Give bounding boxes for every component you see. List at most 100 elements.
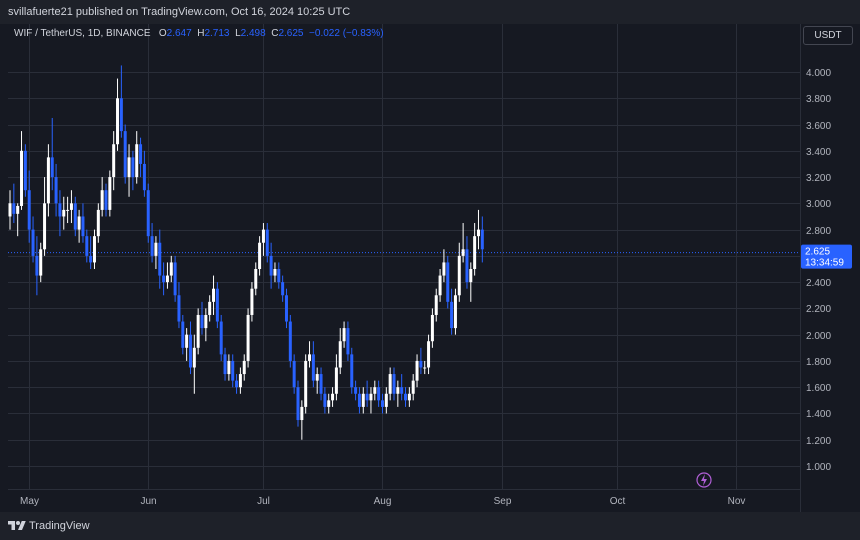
candle-body — [438, 275, 442, 296]
candle — [196, 308, 200, 355]
candle — [315, 367, 319, 394]
candle-body — [246, 314, 250, 361]
footer-brand[interactable]: TradingView — [29, 520, 90, 532]
candle — [223, 347, 227, 381]
candle-body — [139, 144, 143, 164]
low-label: L — [235, 28, 241, 39]
candle-body — [173, 262, 177, 296]
candle — [112, 131, 116, 191]
candle-body — [165, 275, 169, 283]
candle-body — [396, 387, 400, 394]
candle-body — [100, 190, 104, 210]
candle — [396, 380, 400, 407]
candle-body — [357, 393, 361, 407]
low-value: 2.498 — [240, 28, 266, 39]
candle — [162, 262, 166, 296]
candle-body — [323, 393, 327, 407]
candle-body — [331, 393, 335, 401]
tradingview-logo-icon[interactable] — [8, 519, 26, 533]
close-label: C — [271, 28, 279, 39]
candle — [62, 196, 66, 230]
candle-body — [235, 380, 239, 388]
open-value: 2.647 — [166, 28, 192, 39]
candle-body — [135, 144, 139, 178]
candle-body — [46, 157, 50, 204]
candle-body — [43, 203, 47, 250]
candle — [39, 242, 43, 283]
candle-body — [212, 288, 216, 302]
candle — [8, 190, 12, 230]
candle-body — [388, 374, 392, 394]
candle — [81, 203, 85, 243]
candle — [284, 288, 288, 329]
candle — [215, 282, 219, 329]
high-label: H — [197, 28, 205, 39]
candle — [150, 223, 154, 263]
lightning-icon[interactable] — [696, 472, 712, 488]
candle-body — [465, 249, 469, 283]
candle-body — [369, 393, 373, 401]
candle-body — [177, 295, 181, 322]
candle — [346, 321, 350, 361]
candle — [219, 314, 223, 361]
candle-body — [231, 360, 235, 381]
candle — [480, 216, 484, 263]
candle — [404, 387, 408, 407]
price-tick-label: 3.200 — [806, 173, 831, 184]
candle — [123, 124, 127, 184]
candle-body — [81, 216, 85, 237]
candle-body — [108, 177, 112, 210]
candle-body — [96, 209, 100, 237]
time-tick-label: Jun — [140, 496, 156, 507]
candle-body — [361, 393, 365, 407]
candle — [369, 387, 373, 414]
candle — [265, 223, 269, 263]
candle — [242, 354, 246, 381]
candle — [423, 360, 427, 375]
time-tick-label: Sep — [494, 496, 512, 507]
candle-body — [188, 334, 192, 368]
candle-body — [112, 144, 116, 178]
candle — [142, 150, 146, 197]
candle-body — [77, 216, 81, 230]
candle — [127, 144, 131, 197]
candle — [377, 380, 381, 407]
candle — [338, 328, 342, 375]
candle-body — [273, 269, 277, 276]
candle — [411, 374, 415, 401]
candle — [308, 341, 312, 368]
candle — [361, 387, 365, 414]
candle — [185, 328, 189, 361]
currency-button[interactable]: USDT — [803, 26, 853, 45]
candle-body — [227, 360, 231, 375]
candle — [354, 380, 358, 401]
candle — [342, 321, 346, 348]
candle-body — [319, 374, 323, 394]
candle — [300, 400, 304, 440]
price-tick-label: 2.200 — [806, 304, 831, 315]
candle-body — [31, 229, 35, 256]
candle — [58, 190, 62, 237]
candles — [8, 65, 484, 440]
price-tag: 2.625 13:34:59 — [801, 244, 852, 269]
candle-body — [219, 321, 223, 355]
candle — [327, 393, 331, 414]
candle-body — [116, 98, 120, 145]
time-tick-label: Nov — [728, 496, 746, 507]
candle-body — [27, 190, 31, 230]
candle — [165, 262, 169, 289]
candle — [73, 196, 77, 237]
candle-body — [196, 314, 200, 348]
price-tag-countdown: 13:34:59 — [805, 258, 844, 269]
candle-body — [334, 367, 338, 394]
candle-body — [258, 242, 262, 269]
candle-body — [380, 400, 384, 407]
candle — [238, 367, 242, 394]
candle-body — [427, 341, 431, 368]
time-tick-label: Jul — [257, 496, 270, 507]
candle — [438, 269, 442, 302]
candle — [384, 387, 388, 414]
candle — [319, 367, 323, 401]
symbol-legend[interactable]: WIF / TetherUS, 1D, BINANCE O2.647 H2.71… — [14, 28, 384, 39]
